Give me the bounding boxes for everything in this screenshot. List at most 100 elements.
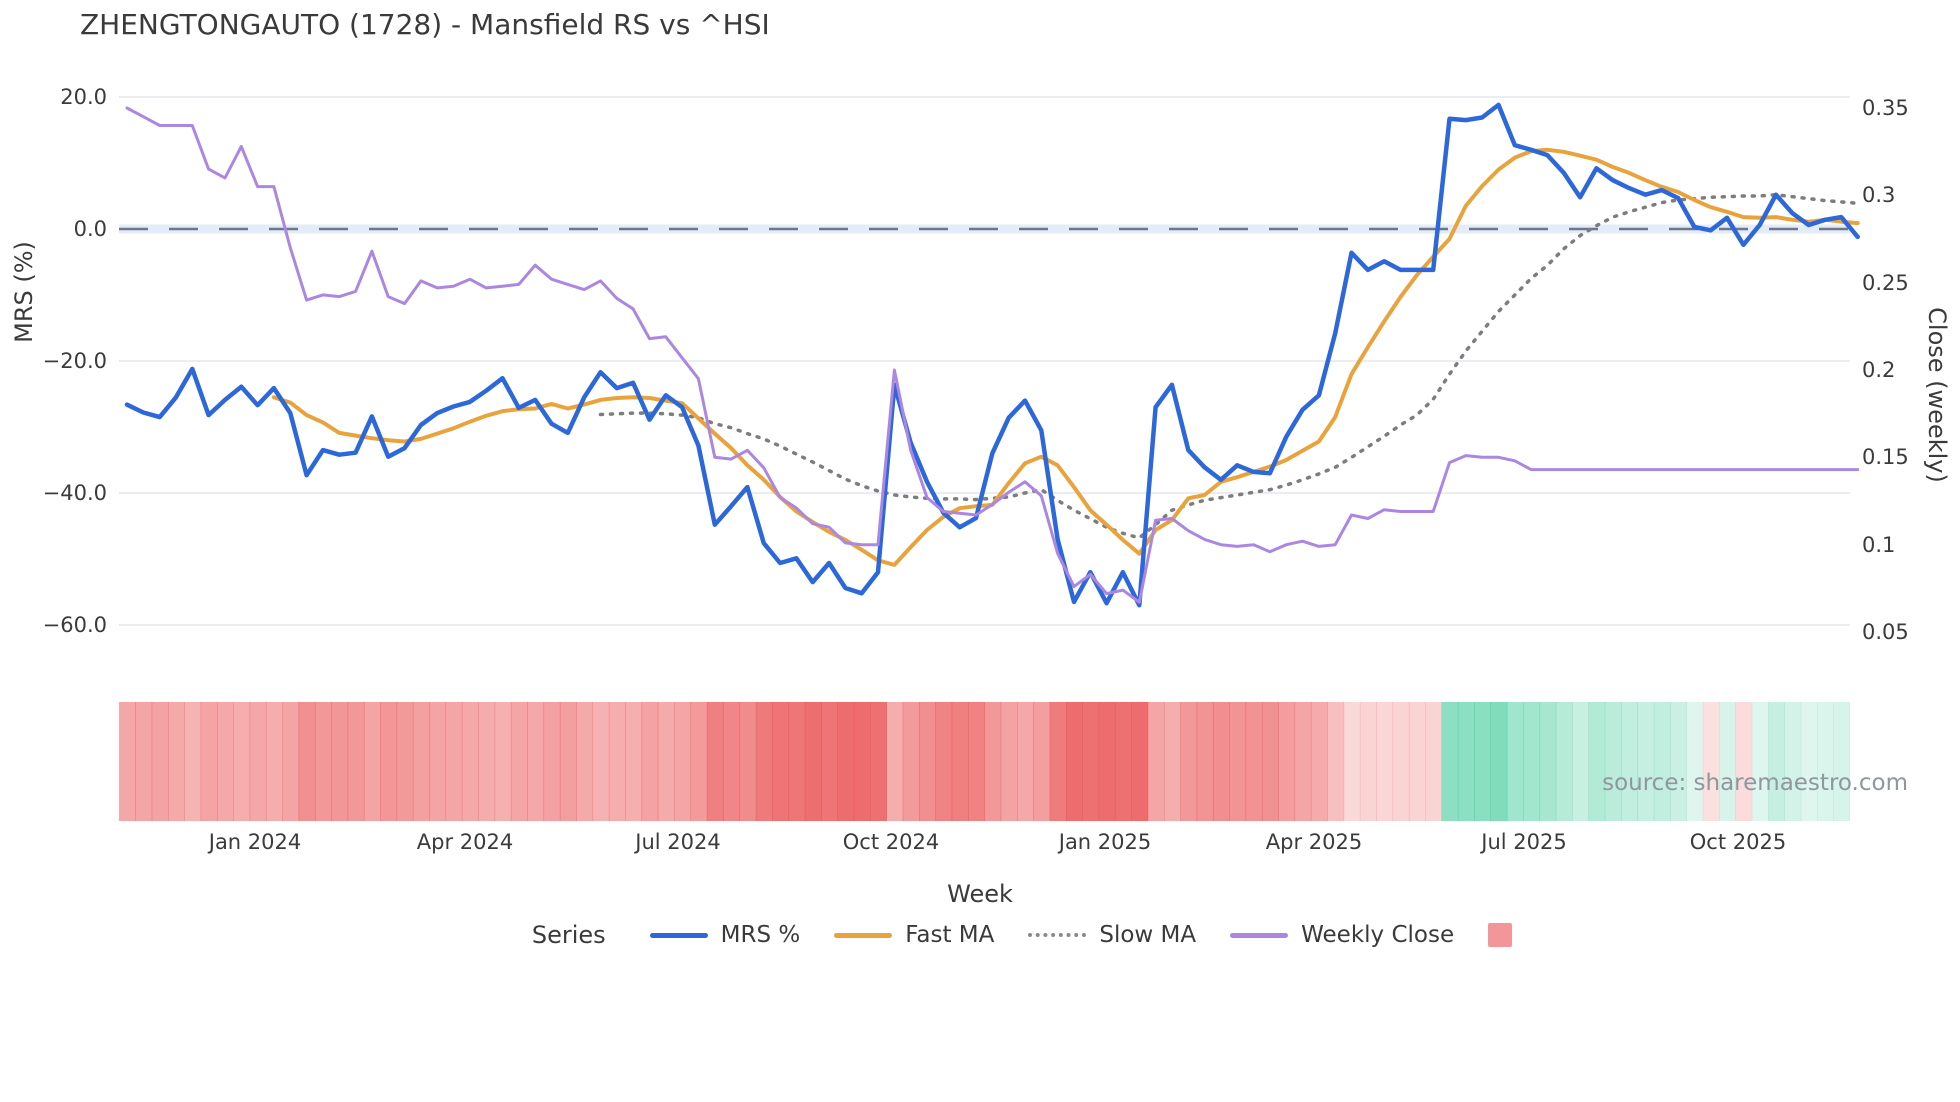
heatmap-cell (167, 702, 185, 821)
heatmap-cell (1506, 702, 1524, 821)
heatmap-cell (1474, 702, 1492, 821)
series-line-mrs- (124, 102, 1860, 608)
heatmap-cell (576, 702, 594, 821)
heatmap-cell (690, 702, 708, 821)
heatmap-cell (1735, 702, 1753, 821)
heatmap-cell (151, 702, 169, 821)
line-swatch-icon (649, 932, 708, 938)
heatmap-cell (1751, 702, 1769, 821)
heatmap-cell (592, 702, 610, 821)
right-axis-title: Close (weekly) (1923, 307, 1951, 483)
heatmap-cell (919, 702, 936, 821)
legend-item-label: Weekly Close (1301, 922, 1455, 948)
heatmap-cell (837, 702, 855, 821)
heatmap-cell (363, 702, 381, 821)
heatmap-cell (1131, 702, 1149, 821)
x-tick-label: Jul 2025 (1481, 830, 1567, 854)
heatmap-cell (788, 702, 806, 821)
legend-item-label: MRS % (720, 922, 801, 948)
heatmap-cell (1523, 702, 1541, 821)
heatmap-cell (1098, 702, 1116, 821)
heatmap-cell (200, 702, 218, 821)
x-tick-label: Jul 2024 (635, 830, 721, 854)
heatmap-cell (886, 702, 904, 821)
heatmap-cell (1278, 702, 1296, 821)
heatmap-cell (1670, 702, 1687, 821)
heatmap-cell (1000, 702, 1018, 821)
heatmap-cell (674, 702, 692, 821)
heatmap-cell (1392, 702, 1410, 821)
heatmap-cell (1833, 702, 1850, 821)
right-tick-label: 0.15 (1862, 445, 1909, 470)
heatmap-cell (1702, 702, 1720, 821)
heatmap-cell (445, 702, 463, 821)
heatmap-cell (870, 702, 887, 821)
x-tick-label: Apr 2024 (416, 830, 514, 854)
heatmap-swatch-icon (1488, 923, 1513, 947)
heatmap-cell (772, 702, 790, 821)
heatmap-cell (625, 702, 643, 821)
right-tick-label: 0.1 (1862, 532, 1896, 557)
heatmap-cell (1082, 702, 1100, 821)
legend-item-slow-ma[interactable]: Slow MA (1028, 922, 1196, 948)
heatmap-cell (1294, 702, 1312, 821)
legend-item-mrs-[interactable]: MRS % (649, 922, 801, 948)
heatmap-cell (739, 702, 757, 821)
heatmap-cell (723, 702, 741, 821)
left-tick-label: −40.0 (42, 481, 107, 505)
heatmap-cell (1114, 702, 1132, 821)
heatmap-cell (1800, 702, 1818, 821)
heatmap-cell (1147, 702, 1165, 821)
heatmap-cell (853, 702, 871, 821)
heatmap-cell (902, 702, 920, 821)
heatmap-cell (1539, 702, 1557, 821)
heatmap-cell (1016, 702, 1034, 821)
series-line-slow-ma (598, 192, 1860, 540)
heatmap-cell (347, 702, 365, 821)
heatmap-cell (1604, 702, 1622, 821)
left-tick-label: 20.0 (60, 85, 107, 109)
heatmap-cell (527, 702, 545, 821)
heatmap-cell (657, 702, 675, 821)
heatmap-cell (494, 702, 512, 821)
legend-item-heatmap[interactable] (1488, 923, 1513, 947)
heatmap-cell (1653, 702, 1671, 821)
heatmap-cell (314, 702, 332, 821)
heatmap-cell (184, 702, 202, 821)
x-axis-title: Week (947, 880, 1013, 908)
dotted-line-swatch-icon (1028, 933, 1087, 937)
heatmap-cell (396, 702, 414, 821)
heatmap-cell (412, 702, 430, 821)
heatmap-cell (380, 702, 398, 821)
right-tick-label: 0.2 (1862, 357, 1896, 382)
x-tick-label: Oct 2025 (1689, 830, 1787, 854)
heatmap-cell (331, 702, 349, 821)
heatmap-cell (1490, 702, 1508, 821)
right-tick-label: 0.35 (1862, 95, 1909, 120)
heatmap-cell (282, 702, 300, 821)
heatmap-cell (641, 702, 659, 821)
heatmap-cell (298, 702, 316, 821)
source-attribution: source: sharemaestro.com (1602, 770, 1908, 796)
heatmap-cell (755, 702, 773, 821)
left-tick-label: −60.0 (42, 613, 107, 637)
legend-item-label: Fast MA (905, 922, 995, 948)
heatmap-cell (1310, 702, 1328, 821)
chart-title: ZHENGTONGAUTO (1728) - Mansfield RS vs ^… (80, 8, 770, 41)
heatmap-cell (1408, 702, 1426, 821)
heatmap-cell (1572, 702, 1590, 821)
heatmap-cell (1359, 702, 1377, 821)
heatmap-cell (1245, 702, 1263, 821)
heatmap-cell (1425, 702, 1443, 821)
legend-item-fast-ma[interactable]: Fast MA (834, 922, 994, 948)
heatmap-cell (216, 702, 234, 821)
right-tick-label: 0.25 (1862, 270, 1909, 295)
heatmap-cell (1621, 702, 1639, 821)
x-tick-label: Apr 2025 (1265, 830, 1363, 854)
legend-item-weekly-close[interactable]: Weekly Close (1230, 922, 1454, 948)
heatmap-cell (1555, 702, 1573, 821)
heatmap-cell (1049, 702, 1067, 821)
heatmap-cell (984, 702, 1002, 821)
